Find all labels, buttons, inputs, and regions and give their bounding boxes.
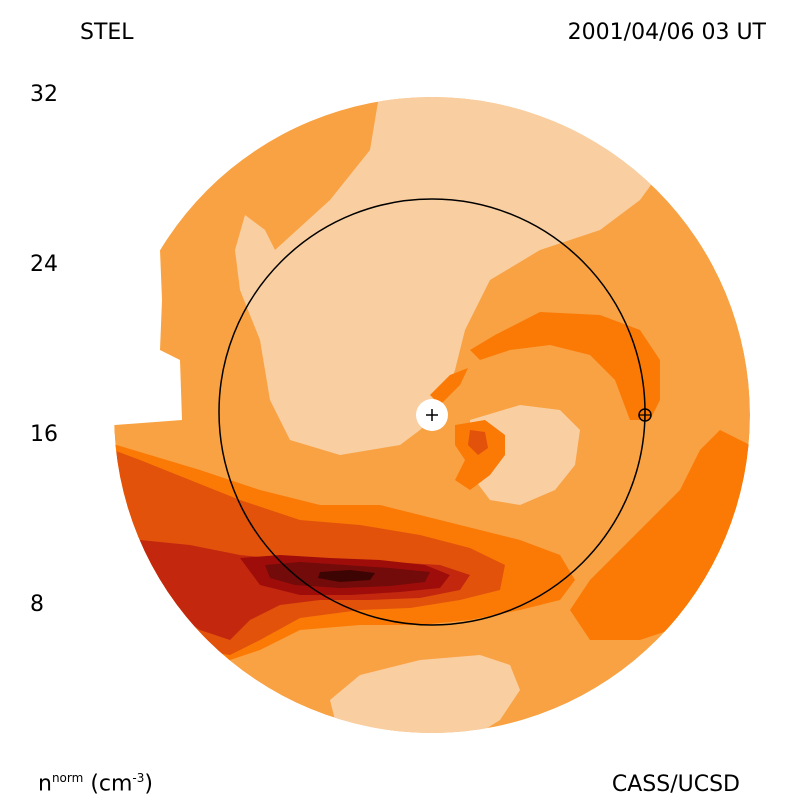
sun-marker bbox=[416, 399, 448, 431]
low-density-region-south bbox=[330, 655, 520, 733]
source-label: STEL bbox=[80, 20, 134, 45]
density-disk bbox=[114, 97, 750, 733]
credit-label: CASS/UCSD bbox=[611, 772, 740, 797]
colorbar-tick-label: 16 bbox=[30, 422, 58, 447]
timestamp: 2001/04/06 03 UT bbox=[567, 20, 766, 45]
colorbar-tick-label: 8 bbox=[30, 592, 44, 617]
earth-marker bbox=[638, 408, 652, 422]
density-band-east bbox=[470, 312, 660, 420]
low-density-region-north bbox=[235, 97, 720, 455]
colorbar-tick-label: 32 bbox=[30, 82, 58, 107]
colorbar-tick-label: 24 bbox=[30, 252, 58, 277]
quantity-label: nnorm (cm-3) bbox=[38, 771, 153, 797]
